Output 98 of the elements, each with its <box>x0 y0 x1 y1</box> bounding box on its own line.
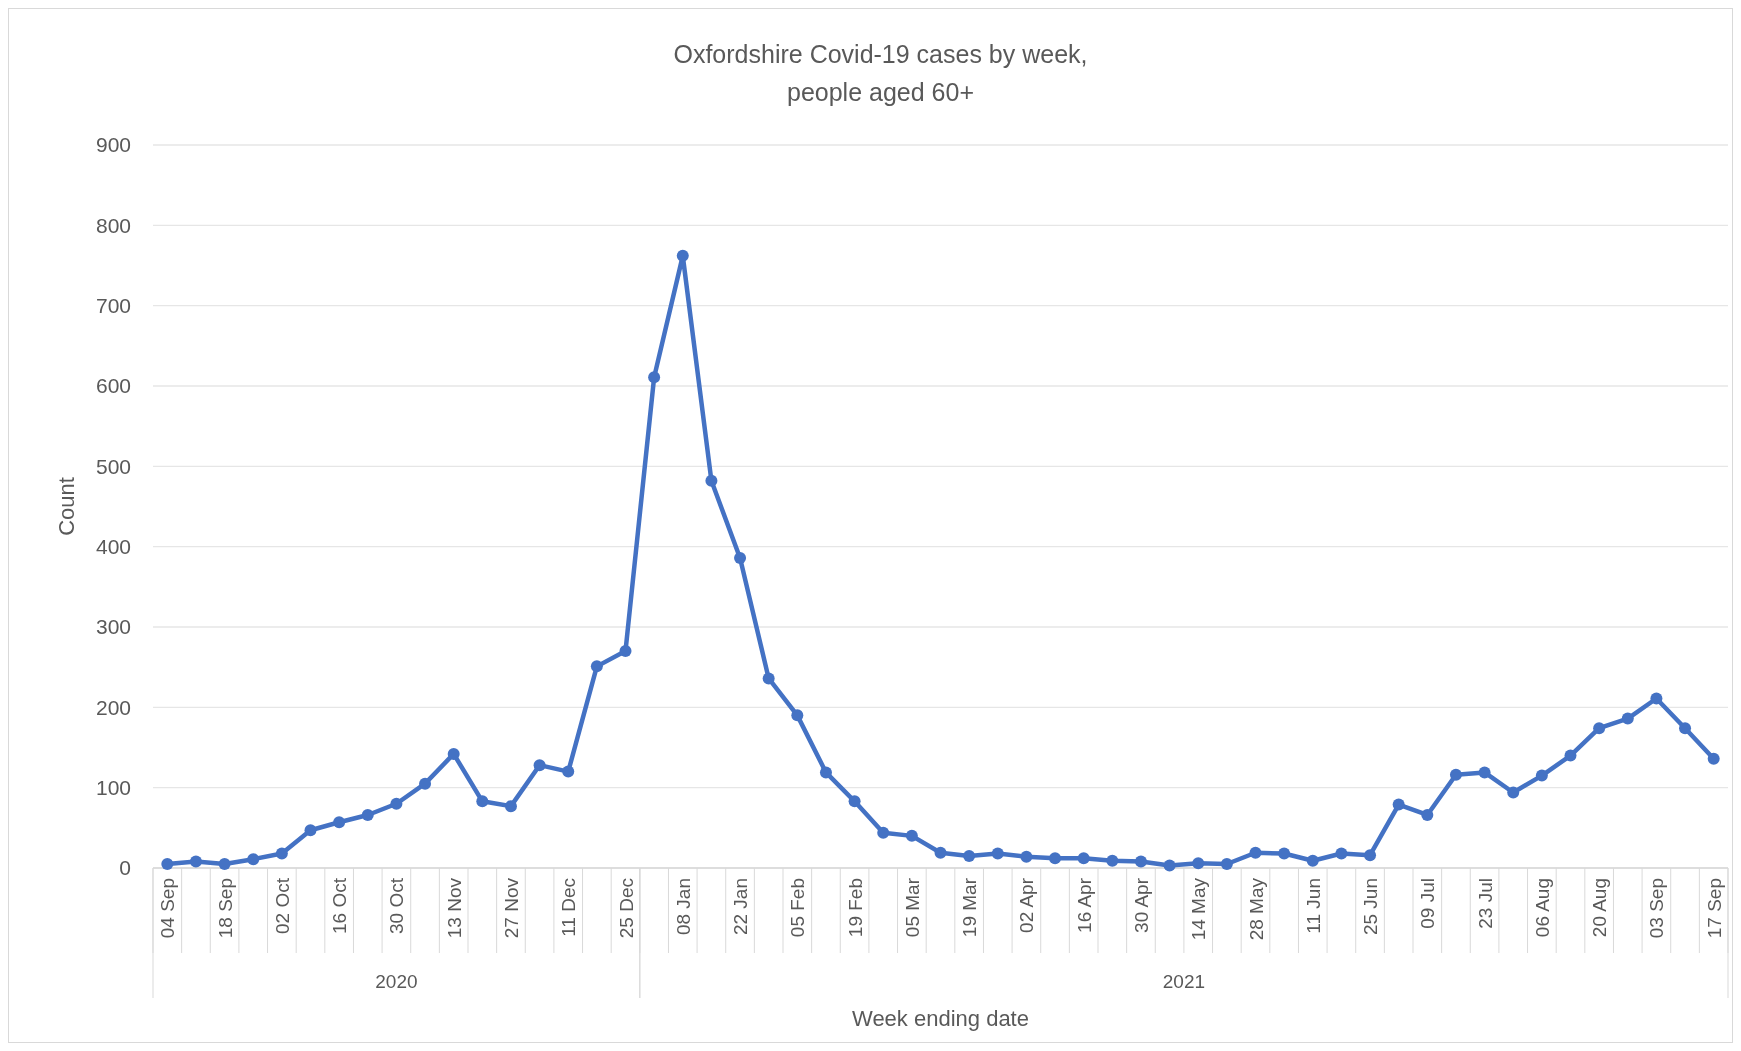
point <box>1679 722 1692 735</box>
y-tick-label: 900 <box>95 133 131 157</box>
point <box>734 551 747 564</box>
point <box>1564 749 1577 762</box>
point <box>934 846 947 859</box>
point <box>476 795 489 808</box>
point <box>1106 854 1119 867</box>
point <box>247 853 260 866</box>
y-axis-title: Count <box>54 477 79 536</box>
x-tick-label: 05 Feb <box>787 878 809 938</box>
text: 2021 <box>1162 971 1206 992</box>
point <box>819 766 832 779</box>
point <box>390 797 403 810</box>
y-tick-label: 600 <box>95 374 131 398</box>
y-tick-label: 200 <box>95 695 131 719</box>
point <box>361 808 374 821</box>
y-tick-label: 300 <box>95 615 131 639</box>
point <box>419 777 432 790</box>
x-tick-label: 18 Sep <box>214 878 236 939</box>
point <box>1134 855 1147 868</box>
x-tick-label: 25 Jun <box>1360 878 1382 936</box>
x-tick-label: 19 Feb <box>844 878 866 938</box>
x-tick-label: 23 Jul <box>1474 878 1496 929</box>
point <box>848 795 861 808</box>
chart-title: Oxfordshire Covid-19 cases by week, people aged 60+ <box>673 40 1088 106</box>
point <box>1707 752 1720 765</box>
point <box>1020 850 1033 863</box>
point <box>1335 847 1348 860</box>
point <box>648 371 661 384</box>
point <box>1220 857 1233 870</box>
x-tick-label: 20 Aug <box>1589 878 1611 938</box>
point <box>333 816 346 829</box>
point <box>275 847 288 860</box>
x-tick-label: 27 Nov <box>500 877 522 939</box>
point <box>1478 766 1491 779</box>
x-tick-label: 02 Apr <box>1016 877 1038 933</box>
point <box>791 709 804 722</box>
y-tick-label: 800 <box>95 213 131 237</box>
point <box>762 672 775 685</box>
x-tick-label: 06 Aug <box>1531 878 1553 938</box>
point <box>1593 722 1606 735</box>
x-axis-title: Week ending date <box>852 1006 1029 1031</box>
point <box>705 474 718 487</box>
point <box>218 857 231 870</box>
y-tick-label: 400 <box>95 535 131 559</box>
point <box>1421 808 1434 821</box>
x-tick-label: 11 Jun <box>1302 878 1324 934</box>
point <box>1650 692 1663 705</box>
point <box>1163 859 1176 872</box>
point <box>189 855 202 868</box>
point <box>1507 786 1520 799</box>
x-tick-label: 30 Oct <box>386 877 408 934</box>
y-tick-label: 0 <box>119 856 131 880</box>
x-tick-label: 05 Mar <box>901 877 923 938</box>
point <box>447 747 460 760</box>
x-tick-label: 22 Jan <box>730 878 752 936</box>
x-tick-label: 09 Jul <box>1417 878 1439 929</box>
point <box>1535 769 1548 782</box>
point <box>619 645 632 658</box>
x-tick-label: 30 Apr <box>1130 877 1152 933</box>
x-tick-label: 16 Apr <box>1073 877 1095 933</box>
point <box>1621 712 1634 725</box>
x-tick-label: 02 Oct <box>271 877 293 934</box>
x-tick-label: 13 Nov <box>443 877 465 939</box>
y-tick-label: 500 <box>95 454 131 478</box>
point <box>1364 849 1377 862</box>
x-tick-label: 16 Oct <box>329 877 351 934</box>
point <box>161 857 174 870</box>
point <box>877 826 890 839</box>
x-tick-label: 25 Dec <box>615 878 637 939</box>
point <box>1306 854 1319 867</box>
x-tick-label: 14 May <box>1188 877 1210 941</box>
point <box>1449 768 1462 781</box>
x-tick-label: 19 Mar <box>959 877 981 938</box>
point <box>1049 852 1062 865</box>
point <box>676 249 689 262</box>
y-tick-label: 700 <box>95 294 131 318</box>
x-tick-label: 08 Jan <box>672 878 694 936</box>
x-tick-label: 04 Sep <box>157 878 179 939</box>
point <box>1249 846 1262 859</box>
point <box>1392 798 1405 811</box>
point <box>991 847 1004 860</box>
x-tick-label: 11 Dec <box>558 878 580 937</box>
x-tick-label: 03 Sep <box>1646 878 1668 939</box>
point <box>1278 847 1291 860</box>
x-tick-label: 17 Sep <box>1703 878 1725 939</box>
text: 2020 <box>375 971 418 992</box>
point <box>533 759 546 772</box>
point <box>1077 852 1090 865</box>
point <box>1192 857 1205 870</box>
point <box>304 824 317 837</box>
y-tick-label: 100 <box>95 776 131 800</box>
x-tick-label: 28 May <box>1245 877 1267 941</box>
point <box>590 660 603 673</box>
point <box>905 829 918 842</box>
point <box>504 800 517 813</box>
point <box>562 765 575 778</box>
point <box>963 849 976 862</box>
